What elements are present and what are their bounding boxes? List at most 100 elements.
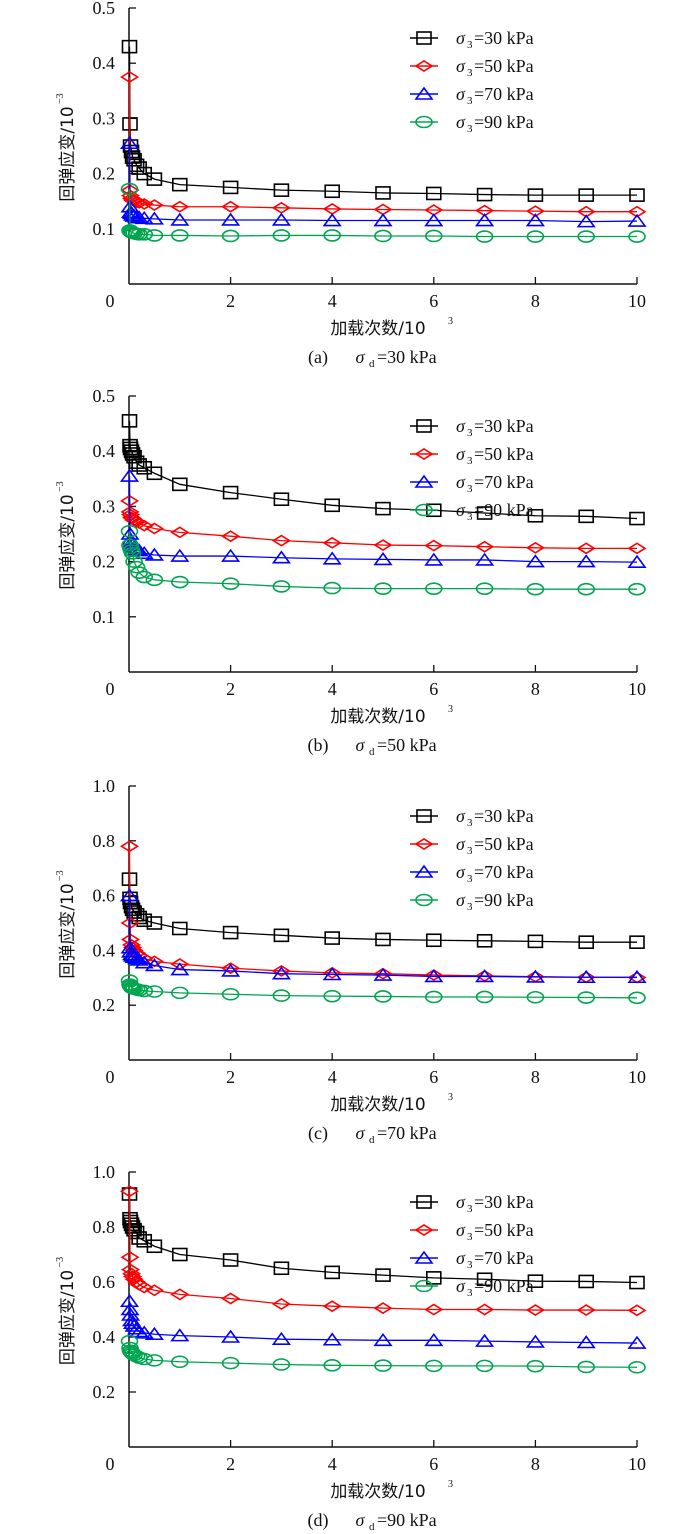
marker-square: [222, 485, 239, 500]
y-tick-label: 0.6: [93, 1272, 116, 1292]
marker-square: [375, 932, 391, 947]
marker-diamond: [475, 204, 495, 217]
marker-square: [146, 172, 163, 186]
legend-subscript: 3: [467, 123, 473, 135]
marker-triangle: [414, 1250, 434, 1264]
marker-triangle: [120, 1302, 140, 1316]
marker-circle: [577, 582, 596, 596]
marker-square: [222, 925, 239, 940]
marker-circle: [171, 575, 189, 589]
marker-square: [172, 1247, 188, 1262]
chart-panel-b: 0.1 0.2 0.3 0.4 0.5 0 2 4 6 8 10 加载次数/10 3 回弹应变/10 −3 (…: [55, 386, 647, 758]
series-s50: [119, 494, 647, 555]
y-tick-label: 0.1: [93, 219, 116, 239]
marker-diamond: [170, 1288, 190, 1301]
chart-panel-d: 0.2 0.4 0.6 0.8 1.0 0 2 4 6 8 10 加载次数/10 3 回弹应变/10 −3 (…: [55, 1162, 647, 1533]
marker-square: [222, 180, 239, 195]
marker-square: [629, 935, 645, 949]
x-tick-label: 6: [429, 1067, 438, 1087]
marker-square: [146, 1239, 163, 1254]
legend-symbol: σ: [456, 472, 466, 492]
marker-triangle: [119, 135, 140, 150]
series-s70: [119, 135, 647, 228]
marker-circle: [145, 985, 164, 998]
x-tick-label: 10: [628, 291, 646, 311]
marker-triangle: [221, 548, 241, 562]
marker-triangle: [322, 967, 342, 981]
series-s30: [121, 39, 645, 202]
marker-diamond: [525, 205, 545, 218]
marker-diamond: [144, 199, 164, 212]
marker-square: [146, 916, 163, 930]
legend-item: σ 3 =30 kPa: [410, 28, 534, 51]
caption-value: =90 kPa: [377, 1510, 437, 1530]
marker-circle: [125, 555, 143, 568]
marker-square: [131, 1231, 147, 1245]
legend-subscript: 3: [467, 483, 473, 495]
marker-square: [527, 508, 544, 523]
marker-diamond: [271, 1298, 291, 1310]
series-line: [128, 846, 638, 979]
x-axis-title: 加载次数/10: [330, 319, 425, 339]
marker-diamond: [170, 526, 190, 539]
legend-symbol: σ: [456, 862, 466, 882]
marker-diamond: [271, 965, 291, 977]
marker-circle: [120, 524, 139, 538]
marker-circle: [221, 229, 240, 243]
marker-circle: [628, 582, 646, 596]
marker-square: [476, 1272, 493, 1287]
marker-circle: [221, 1356, 240, 1370]
y-axis-title-sup: −3: [55, 870, 66, 881]
marker-diamond: [627, 1304, 647, 1317]
marker-circle: [577, 1360, 596, 1374]
y-axis-title: 回弹应变/10: [58, 494, 78, 589]
series-s30: [121, 872, 645, 949]
legend-item: σ 3 =90 kPa: [410, 112, 534, 135]
marker-triangle: [576, 214, 596, 228]
marker-triangle: [525, 969, 545, 983]
marker-square: [578, 188, 595, 202]
marker-square: [136, 913, 153, 928]
legend-item: σ 3 =50 kPa: [410, 444, 534, 467]
x-axis-title-sup: 3: [448, 316, 453, 327]
marker-diamond: [119, 494, 140, 507]
legend-item: σ 3 =70 kPa: [410, 84, 534, 107]
series-s70: [119, 1293, 647, 1349]
marker-triangle: [424, 552, 444, 566]
legend-subscript: 3: [467, 427, 473, 439]
marker-triangle: [170, 548, 190, 562]
legend-item: σ 3 =50 kPa: [410, 1220, 534, 1243]
x-tick-label: 6: [429, 679, 438, 699]
marker-diamond: [119, 71, 140, 83]
marker-circle: [374, 1359, 392, 1372]
marker-circle: [374, 990, 392, 1003]
legend-item: σ 3 =70 kPa: [410, 862, 534, 885]
y-tick-label: 0.1: [93, 607, 116, 627]
marker-square: [629, 188, 645, 202]
marker-diamond: [119, 840, 140, 853]
marker-circle: [424, 229, 443, 243]
marker-circle: [628, 230, 646, 243]
marker-circle: [127, 560, 146, 574]
marker-diamond: [424, 539, 444, 552]
marker-triangle: [144, 958, 164, 972]
marker-circle: [125, 1348, 143, 1362]
x-tick-label: 8: [531, 291, 540, 311]
series-line: [128, 1301, 638, 1344]
marker-diamond: [134, 198, 154, 210]
y-axis-title-sup: −3: [55, 93, 66, 104]
marker-circle: [120, 182, 139, 196]
marker-diamond: [525, 541, 545, 554]
marker-triangle: [221, 1329, 241, 1343]
marker-diamond: [414, 838, 434, 850]
marker-circle: [526, 230, 545, 243]
marker-triangle: [475, 1333, 495, 1347]
marker-diamond: [120, 917, 140, 929]
marker-triangle: [424, 213, 444, 227]
y-tick-label: 0.2: [93, 552, 116, 572]
marker-circle: [221, 577, 240, 590]
marker-diamond: [121, 508, 141, 521]
marker-triangle: [576, 969, 596, 984]
legend-item: σ 3 =30 kPa: [410, 416, 534, 439]
legend-item: σ 3 =50 kPa: [410, 834, 534, 857]
